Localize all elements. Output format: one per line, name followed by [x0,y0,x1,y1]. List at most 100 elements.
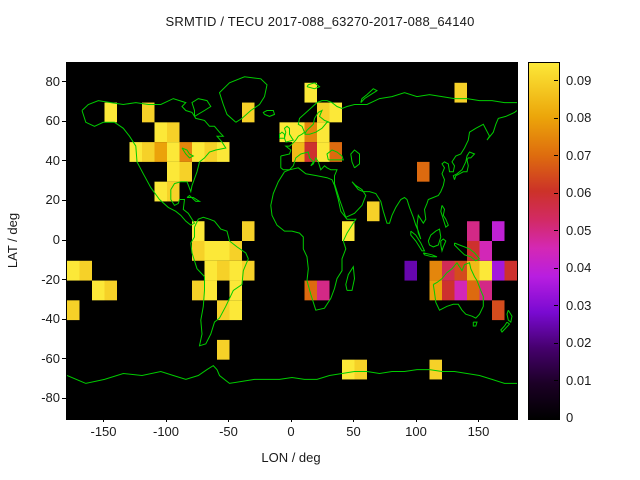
coastline-path [455,243,480,261]
heatmap-cell [304,82,317,103]
heatmap-cell [167,181,180,202]
y-tick-mark [62,239,66,241]
colorbar [528,62,560,420]
heatmap-cell [442,260,455,281]
x-tick-mark [290,418,292,422]
heatmap-cell [104,102,117,123]
colorbar-tick-label: 0.07 [566,147,592,163]
coastline-path [423,253,437,257]
heatmap-cell [67,300,80,321]
coastline-path [433,263,483,318]
y-tick-label: 20 [45,192,60,208]
coastline-path [473,322,477,326]
x-tick-mark [103,418,104,422]
heatmap-cell [467,221,480,241]
y-tick-mark [62,160,66,162]
heatmap-cell [217,339,230,360]
heatmap-cell [217,260,230,281]
heatmap-cell [204,241,217,261]
x-tick-mark [165,418,167,422]
y-tick-mark [62,397,66,399]
heatmap-cell [154,122,167,143]
heatmap-cell [467,280,480,301]
heatmap-cell [154,142,167,162]
coastline-path [280,132,285,138]
heatmap-cell [192,280,205,301]
coastline-path [263,111,274,117]
coastline-path [82,99,226,226]
heatmap-cell [367,201,380,222]
heatmap-cell [192,142,205,162]
world-heatmap-svg [67,63,517,419]
heatmap-cell [167,161,180,182]
heatmap-cell [454,280,467,301]
heatmap-cell [304,122,317,143]
x-axis-label: LON / deg [261,450,321,465]
coastline-path [285,126,294,142]
heatmap-cell [467,260,480,281]
x-tick-mark [353,418,354,422]
heatmap-cell [217,142,230,162]
heatmap-cell [242,260,255,281]
coastline-path [307,83,320,89]
heatmap-cell [154,181,167,202]
heatmap-cell [304,142,317,162]
heatmap-cell [242,221,255,241]
x-tick-label: -50 [219,424,238,439]
heatmap-cell [304,280,317,301]
heatmap-cell [492,221,505,241]
colorbar-tick-mark [554,342,558,344]
y-tick-label: -40 [41,311,60,327]
x-tick-label: -100 [152,424,180,439]
colorbar-tick-label: 0 [566,410,574,425]
heatmap-cell [179,161,192,182]
x-tick-mark [478,418,479,422]
colorbar-tick-label: 0.04 [566,260,592,276]
y-tick-label: -80 [41,390,60,406]
coastline-path [507,310,512,322]
colorbar-tick-label: 0.05 [566,222,592,238]
x-tick-mark [415,418,417,422]
heatmap-cell [479,241,492,261]
y-tick-mark [62,81,66,83]
heatmap-cell [92,280,105,301]
y-tick-mark [62,279,66,281]
heatmap-cell [429,260,442,281]
colorbar-tick-label: 0.01 [566,372,592,388]
coastline-path [501,322,510,332]
coastline-path [281,93,517,156]
heatmap-cell [79,260,92,281]
heatmap-cell [317,142,330,162]
colorbar-tick-label: 0.06 [566,185,592,201]
heatmap-cell [192,241,205,261]
coastline-path [271,168,356,310]
heatmap-cell [317,122,330,143]
colorbar-tick-mark [554,230,558,232]
y-tick-mark [62,318,66,320]
heatmap-cell [204,280,217,301]
coastline-path [67,366,517,384]
colorbar-tick-mark [554,380,558,382]
heatmap-cell [454,82,467,103]
coastline-path [428,229,441,247]
coastline-path [191,217,249,345]
colorbar-tick-mark [554,417,558,419]
plot-area [66,62,518,420]
coastline-path [346,267,355,291]
chart-title: SRMTID / TECU 2017-088_63270-2017-088_64… [165,14,475,29]
heatmap-cell [479,260,492,281]
colorbar-tick-mark [554,117,558,119]
heatmap-cell [229,300,242,321]
heatmap-cell [179,142,192,162]
colorbar-tick-label: 0.02 [566,335,592,351]
y-tick-label: 60 [45,113,60,129]
heatmap-cell [229,280,242,301]
coastline-path [220,77,268,123]
heatmap-cell [417,161,430,182]
y-tick-mark [62,199,66,201]
heatmap-cell [292,122,305,143]
y-tick-label: 40 [45,152,60,168]
colorbar-tick-mark [554,155,558,157]
heatmap-cell [217,241,230,261]
heatmap-cell [442,280,455,301]
